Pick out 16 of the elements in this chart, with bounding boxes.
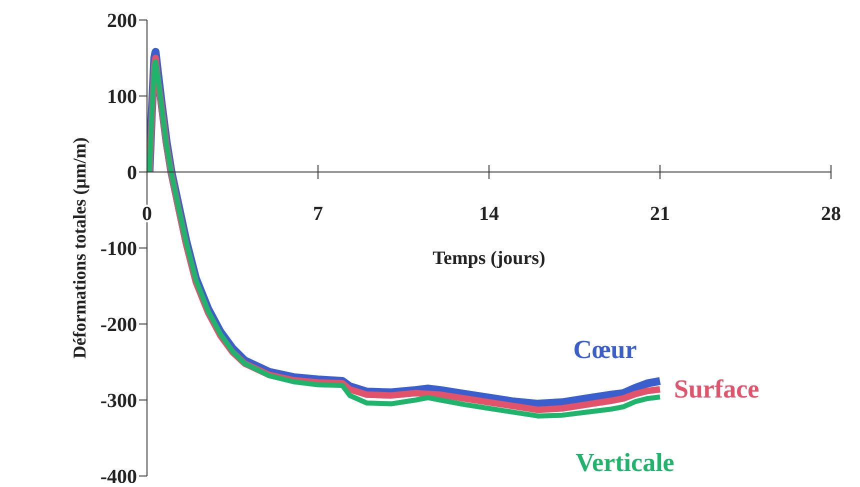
series-label: Cœur bbox=[573, 335, 637, 364]
y-tick-label: 100 bbox=[107, 86, 137, 108]
y-tick-label: 200 bbox=[107, 10, 137, 32]
y-tick-label: -100 bbox=[100, 238, 137, 260]
series-label: Verticale bbox=[576, 448, 674, 477]
x-axis-title: Temps (jours) bbox=[432, 248, 546, 269]
x-tick-label: 7 bbox=[313, 203, 323, 225]
y-tick-label: -400 bbox=[100, 466, 137, 487]
y-axis-title: Déformations totales (µm/m) bbox=[69, 137, 90, 359]
y-tick-label: -300 bbox=[100, 390, 137, 412]
y-tick-label: 0 bbox=[127, 162, 137, 184]
x-tick-label: 28 bbox=[821, 203, 841, 225]
y-tick-label: -200 bbox=[100, 314, 137, 336]
series-label: Surface bbox=[674, 374, 760, 404]
x-tick-label: 14 bbox=[479, 203, 499, 225]
x-tick-label: 21 bbox=[650, 203, 670, 225]
